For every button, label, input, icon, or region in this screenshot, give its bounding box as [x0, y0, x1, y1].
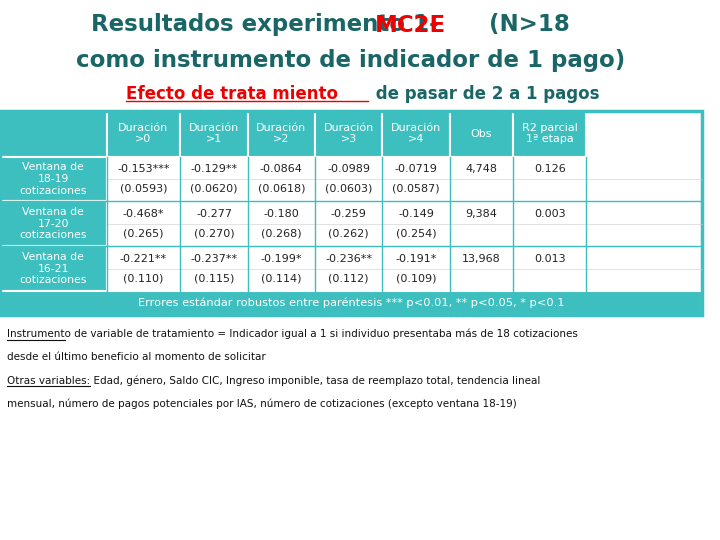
Text: -0.180: -0.180: [264, 209, 300, 219]
Text: Duración
>2: Duración >2: [256, 123, 307, 144]
Text: (0.270): (0.270): [194, 229, 234, 239]
Text: Ventana de
18-19
cotizaciones: Ventana de 18-19 cotizaciones: [19, 163, 87, 195]
FancyBboxPatch shape: [382, 157, 450, 201]
FancyBboxPatch shape: [513, 201, 587, 246]
FancyBboxPatch shape: [107, 157, 180, 201]
Text: de pasar de 2 a 1 pagos: de pasar de 2 a 1 pagos: [369, 85, 599, 103]
FancyBboxPatch shape: [248, 201, 315, 246]
FancyBboxPatch shape: [0, 246, 107, 291]
Text: Ventana de
16-21
cotizaciones: Ventana de 16-21 cotizaciones: [19, 252, 87, 285]
Text: (0.110): (0.110): [123, 274, 163, 284]
Text: (0.0620): (0.0620): [190, 184, 238, 194]
Text: Errores estándar robustos entre paréntesis *** p<0.01, ** p<0.05, * p<0.1: Errores estándar robustos entre paréntes…: [138, 298, 564, 308]
FancyBboxPatch shape: [450, 157, 513, 201]
FancyBboxPatch shape: [513, 111, 587, 157]
FancyBboxPatch shape: [107, 201, 180, 246]
Text: -0.149: -0.149: [398, 209, 434, 219]
FancyBboxPatch shape: [0, 291, 701, 315]
Text: MC2E: MC2E: [375, 14, 446, 37]
Text: -0.277: -0.277: [196, 209, 232, 219]
Text: (0.262): (0.262): [328, 229, 369, 239]
Text: Resultados experimento 1-: Resultados experimento 1-: [91, 14, 446, 37]
Text: 13,968: 13,968: [462, 254, 500, 264]
FancyBboxPatch shape: [315, 201, 382, 246]
FancyBboxPatch shape: [450, 201, 513, 246]
Text: (0.0618): (0.0618): [258, 184, 305, 194]
FancyBboxPatch shape: [315, 157, 382, 201]
FancyBboxPatch shape: [450, 111, 513, 157]
Text: -0.236**: -0.236**: [325, 254, 372, 264]
FancyBboxPatch shape: [315, 246, 382, 291]
Text: Ventana de
17-20
cotizaciones: Ventana de 17-20 cotizaciones: [19, 207, 87, 240]
Text: -0.199*: -0.199*: [261, 254, 302, 264]
Text: 0.003: 0.003: [534, 209, 565, 219]
FancyBboxPatch shape: [248, 157, 315, 201]
Text: 9,384: 9,384: [465, 209, 498, 219]
Text: (0.0593): (0.0593): [120, 184, 167, 194]
Text: 4,748: 4,748: [465, 164, 498, 174]
Text: 0.013: 0.013: [534, 254, 565, 264]
Text: -0.0719: -0.0719: [395, 164, 438, 174]
FancyBboxPatch shape: [248, 111, 315, 157]
Text: -0.191*: -0.191*: [395, 254, 437, 264]
FancyBboxPatch shape: [513, 246, 587, 291]
Text: desde el último beneficio al momento de solicitar: desde el último beneficio al momento de …: [7, 352, 266, 362]
FancyBboxPatch shape: [0, 111, 107, 157]
Text: Otras variables: Edad, género, Saldo CIC, Ingreso imponible, tasa de reemplazo t: Otras variables: Edad, género, Saldo CIC…: [7, 375, 541, 386]
Text: -0.237**: -0.237**: [190, 254, 238, 264]
Text: -0.259: -0.259: [330, 209, 366, 219]
FancyBboxPatch shape: [180, 157, 248, 201]
FancyBboxPatch shape: [107, 111, 180, 157]
Text: R2 parcial
1ª etapa: R2 parcial 1ª etapa: [522, 123, 577, 144]
Text: (0.265): (0.265): [123, 229, 163, 239]
Text: -0.0864: -0.0864: [260, 164, 302, 174]
FancyBboxPatch shape: [0, 201, 107, 246]
FancyBboxPatch shape: [382, 246, 450, 291]
Text: -0.129**: -0.129**: [190, 164, 238, 174]
FancyBboxPatch shape: [0, 157, 107, 201]
FancyBboxPatch shape: [315, 111, 382, 157]
FancyBboxPatch shape: [248, 246, 315, 291]
Text: -0.153***: -0.153***: [117, 164, 170, 174]
FancyBboxPatch shape: [382, 201, 450, 246]
Text: (0.114): (0.114): [261, 274, 302, 284]
FancyBboxPatch shape: [180, 246, 248, 291]
Text: Duración
>4: Duración >4: [391, 123, 441, 144]
Text: 0.126: 0.126: [534, 164, 565, 174]
Text: Instrumento de variable de tratamiento = Indicador igual a 1 si individuo presen: Instrumento de variable de tratamiento =…: [7, 329, 578, 339]
Text: -0.0989: -0.0989: [327, 164, 370, 174]
Text: (0.115): (0.115): [194, 274, 234, 284]
FancyBboxPatch shape: [180, 111, 248, 157]
Text: (0.0587): (0.0587): [392, 184, 440, 194]
FancyBboxPatch shape: [450, 246, 513, 291]
Text: Efecto de trata miento: Efecto de trata miento: [126, 85, 338, 103]
Text: mensual, número de pagos potenciales por IAS, número de cotizaciones (excepto ve: mensual, número de pagos potenciales por…: [7, 399, 517, 409]
FancyBboxPatch shape: [513, 157, 587, 201]
Text: (0.0603): (0.0603): [325, 184, 372, 194]
Text: -0.468*: -0.468*: [122, 209, 164, 219]
Text: (0.254): (0.254): [396, 229, 436, 239]
FancyBboxPatch shape: [382, 111, 450, 157]
Text: Duración
>1: Duración >1: [189, 123, 239, 144]
Text: Duración
>3: Duración >3: [323, 123, 374, 144]
Text: como instrumento de indicador de 1 pago): como instrumento de indicador de 1 pago): [76, 49, 626, 72]
Text: (0.109): (0.109): [396, 274, 436, 284]
Text: (0.112): (0.112): [328, 274, 369, 284]
Text: (0.268): (0.268): [261, 229, 302, 239]
Text: (N>18: (N>18: [480, 14, 570, 37]
FancyBboxPatch shape: [180, 201, 248, 246]
FancyBboxPatch shape: [107, 246, 180, 291]
Text: -0.221**: -0.221**: [120, 254, 167, 264]
Text: Duración
>0: Duración >0: [118, 123, 168, 144]
Text: Obs: Obs: [470, 129, 492, 139]
